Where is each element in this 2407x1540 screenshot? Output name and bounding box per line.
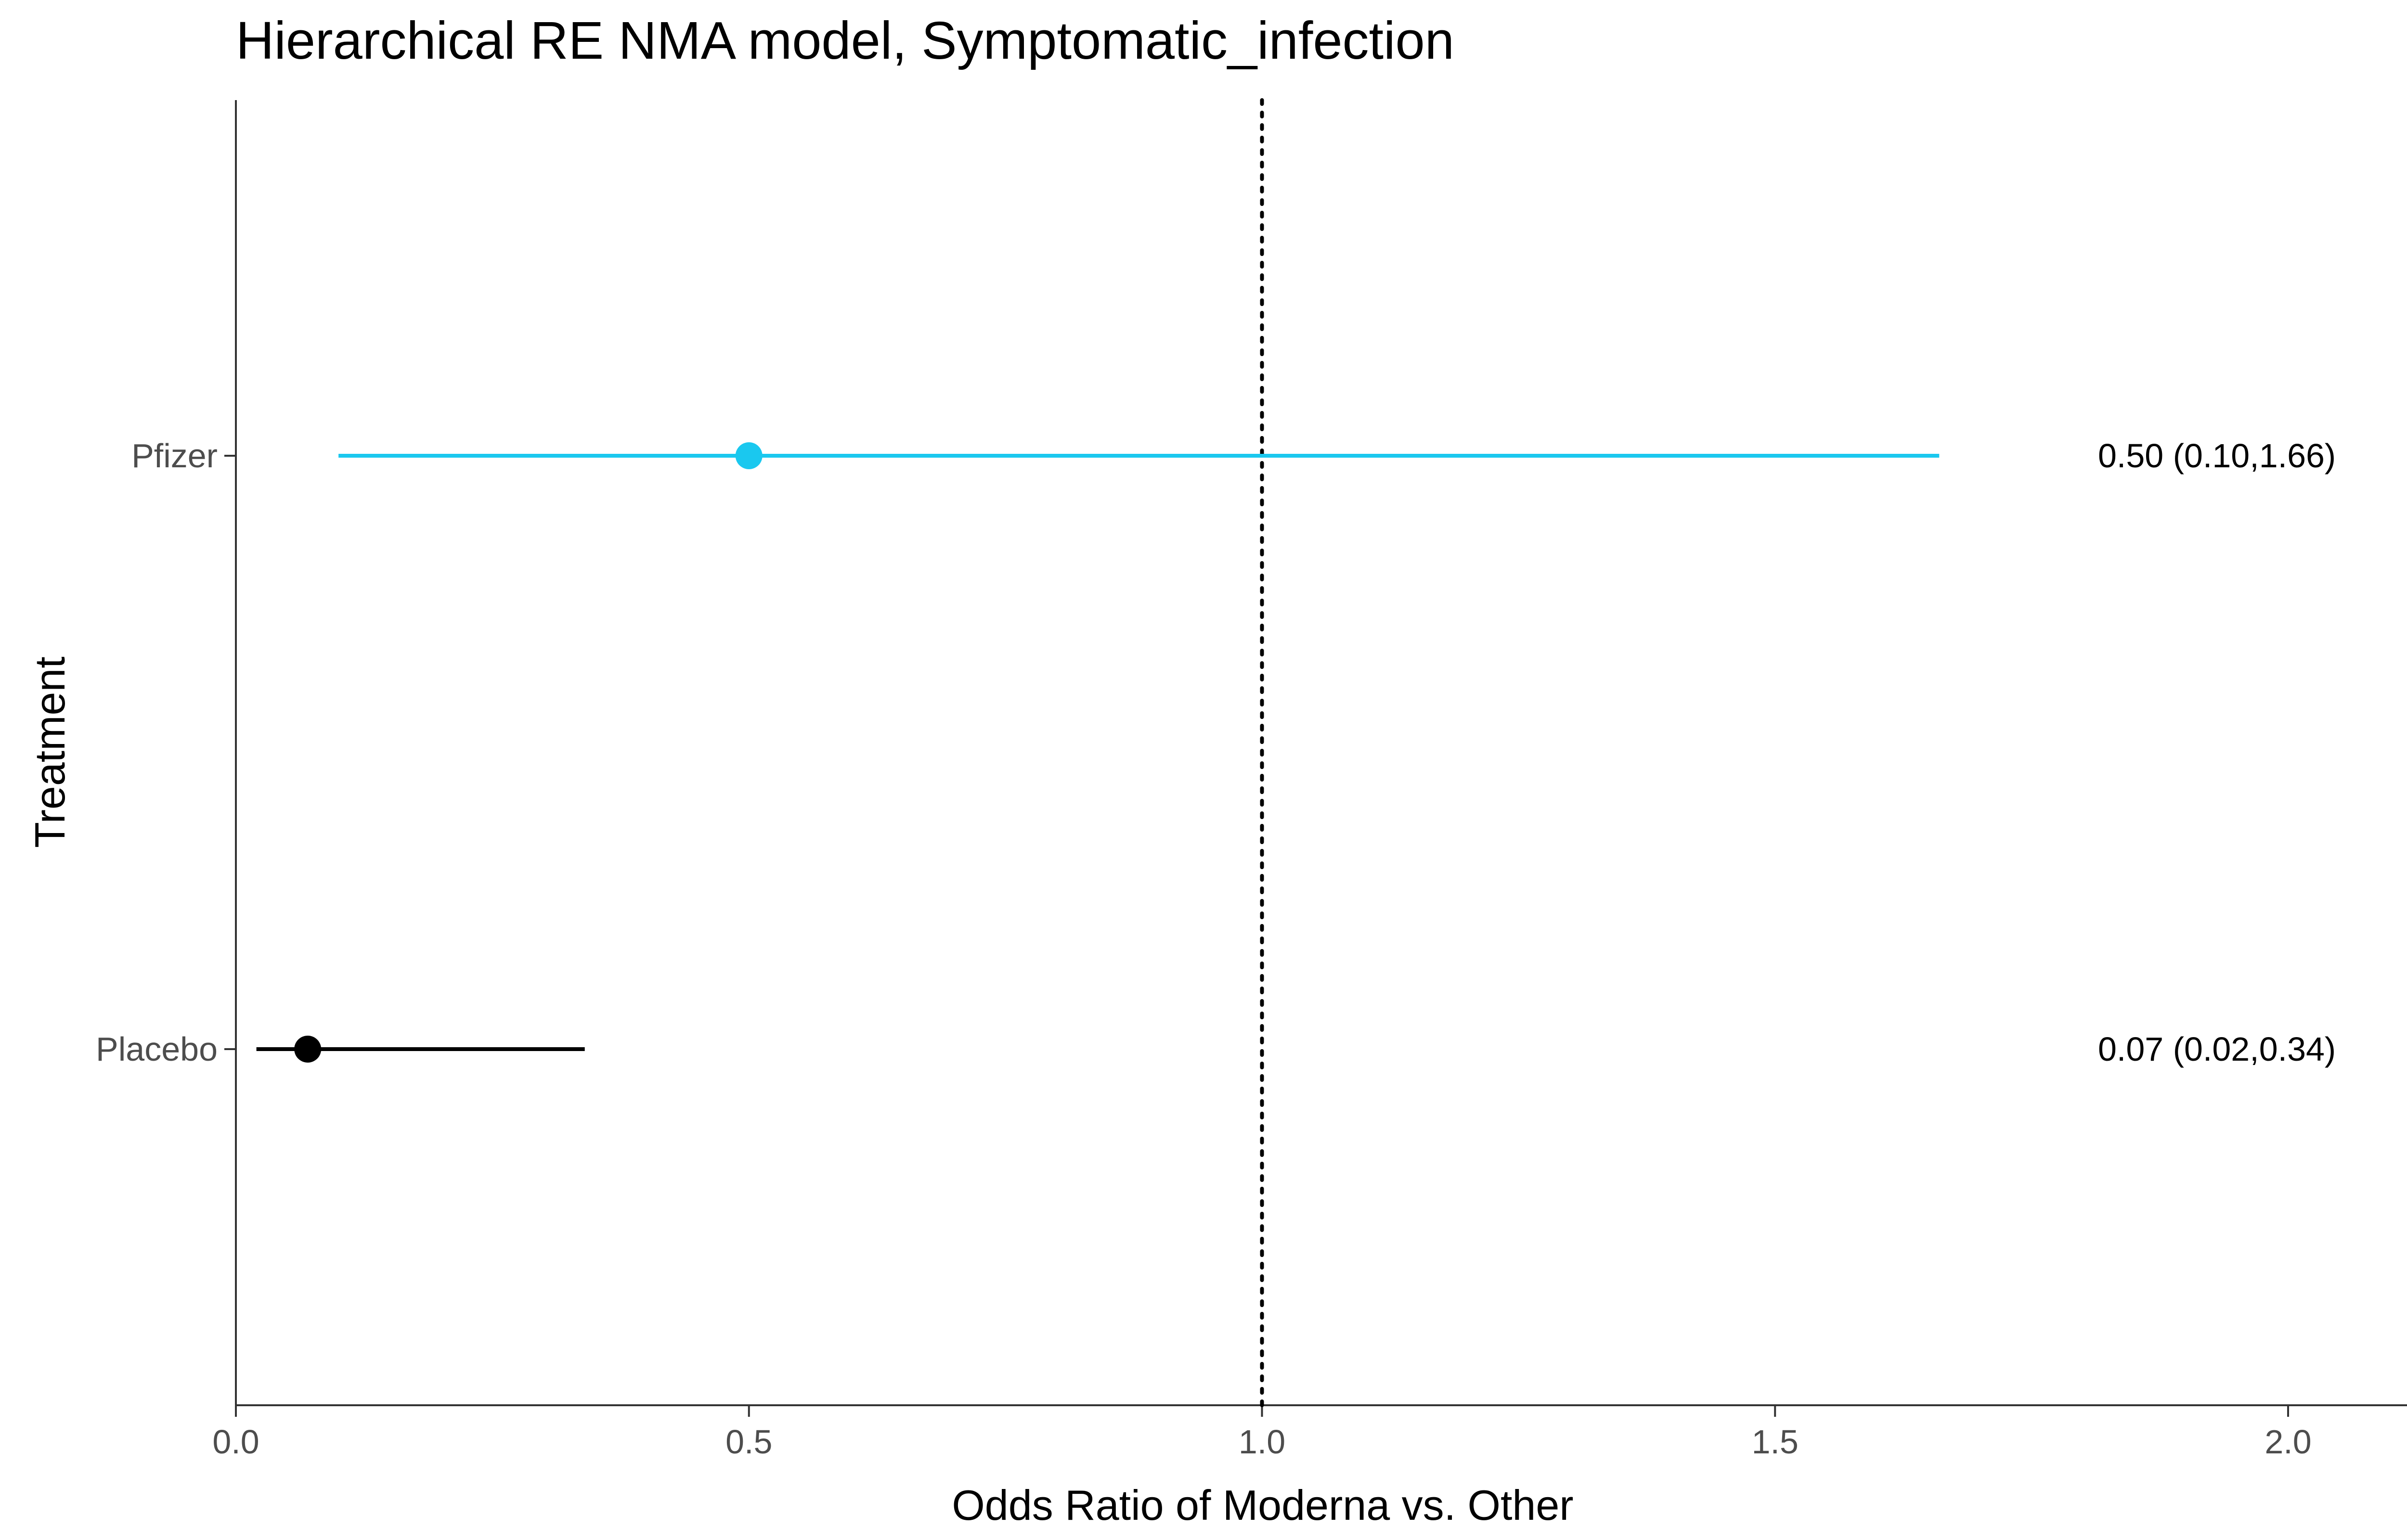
x-tick-label: 1.5 [1752,1423,1799,1461]
x-tick-label: 0.0 [212,1423,259,1461]
x-tick-label: 2.0 [2265,1423,2311,1461]
y-tick-label: Pfizer [131,437,218,475]
ci-label: 0.07 (0.02,0.34) [2098,1030,2336,1068]
plot-area: 0.0 0.5 1.0 1.5 2.0 Pfizer 0.50 (0.10,1.66) Pla… [96,98,2407,1461]
x-tick-label: 0.5 [725,1423,772,1461]
chart-title: Hierarchical RE NMA model, Symptomatic_i… [236,11,1454,70]
point-estimate [735,442,763,469]
x-tick-label: 1.0 [1239,1423,1285,1461]
ci-label: 0.50 (0.10,1.66) [2098,437,2336,475]
x-axis-title: Odds Ratio of Moderna vs. Other [952,1481,1573,1529]
point-estimate [294,1036,322,1063]
y-tick-label: Placebo [96,1030,218,1068]
y-axis-title: Treatment [26,656,74,848]
